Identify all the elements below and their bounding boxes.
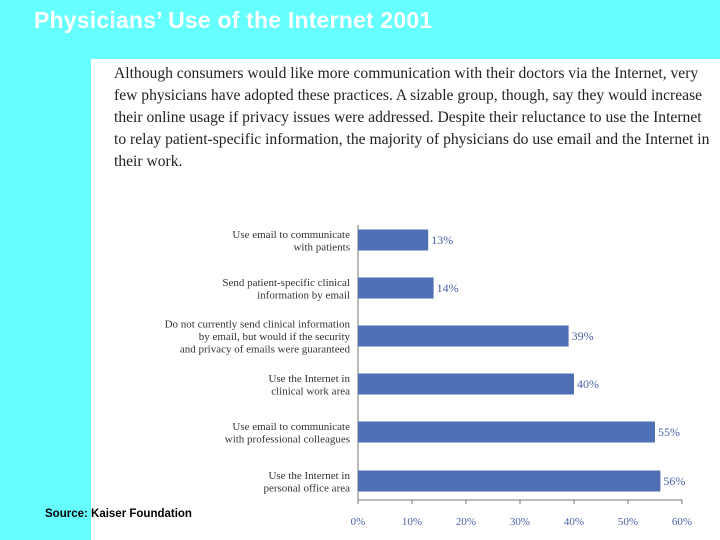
- category-label: Do not currently send clinical informati…: [165, 319, 351, 331]
- source-note: Source: Kaiser Foundation: [45, 508, 192, 520]
- bar: [358, 470, 661, 492]
- category-label: by email, but would if the security: [199, 331, 351, 343]
- x-tick-label: 30%: [510, 516, 530, 528]
- category-label: information by email: [257, 289, 350, 301]
- x-tick-label: 50%: [618, 516, 638, 528]
- category-label: with patients: [293, 241, 350, 253]
- data-label: 39%: [572, 329, 594, 343]
- data-label: 13%: [431, 233, 453, 247]
- data-label: 55%: [658, 425, 680, 439]
- content-panel: [91, 59, 720, 540]
- category-label: Use the Internet in: [268, 470, 350, 482]
- x-tick-label: 60%: [672, 516, 692, 528]
- intro-paragraph: Although consumers would like more commu…: [114, 65, 710, 170]
- bar: [358, 229, 429, 251]
- data-label: 40%: [577, 377, 599, 391]
- category-label: clinical work area: [271, 385, 350, 397]
- x-tick-label: 20%: [456, 516, 476, 528]
- category-label: and privacy of emails were guaranteed: [180, 344, 351, 356]
- data-label: 56%: [663, 474, 685, 488]
- category-label: Use the Internet in: [268, 373, 350, 385]
- data-label: 14%: [437, 281, 459, 295]
- category-label: Use email to communicate: [232, 421, 350, 433]
- x-tick-label: 40%: [564, 516, 584, 528]
- bar: [358, 277, 434, 299]
- slide-title: Physicians’ Use of the Internet 2001: [34, 7, 433, 33]
- category-label: Send patient-specific clinical: [222, 277, 350, 289]
- category-label: personal office area: [263, 482, 350, 494]
- category-label: Use email to communicate: [232, 229, 350, 241]
- x-tick-label: 10%: [402, 516, 422, 528]
- bar: [358, 325, 569, 347]
- category-label: with professional colleagues: [225, 433, 350, 445]
- bar: [358, 373, 574, 395]
- bar: [358, 421, 655, 443]
- x-tick-label: 0%: [351, 516, 366, 528]
